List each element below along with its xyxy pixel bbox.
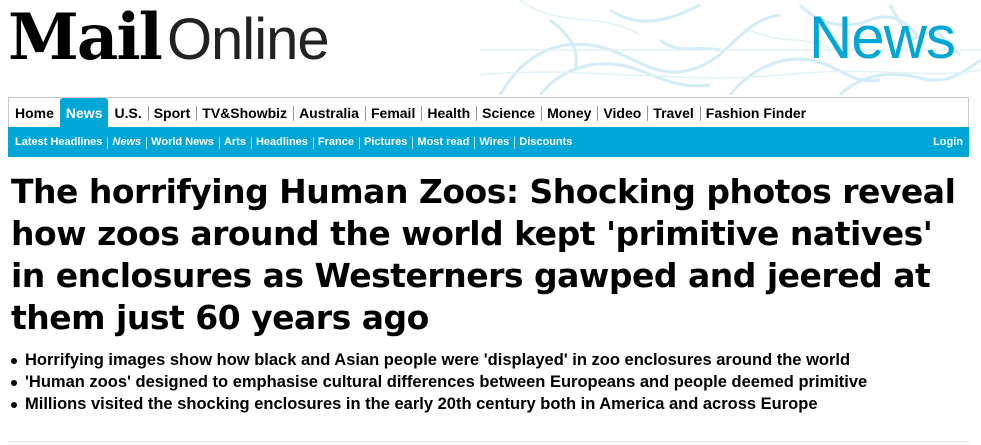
nav-item-science[interactable]: Science xyxy=(476,98,541,127)
subnav-item-news[interactable]: News xyxy=(107,136,146,149)
article-summary-bullets: Horrifying images show how black and Asi… xyxy=(8,350,978,416)
nav-item-home[interactable]: Home xyxy=(15,104,54,121)
subnav-item-headlines[interactable]: Headlines xyxy=(250,136,313,149)
logo-online-wordmark: Online xyxy=(166,7,330,72)
summary-bullet: Millions visited the shocking enclosures… xyxy=(8,394,978,416)
logo-mail-wordmark: Mail xyxy=(8,0,163,75)
primary-nav: Home News U.S. Sport TV&Showbiz Australi… xyxy=(8,97,969,127)
subnav-item-wires[interactable]: Wires xyxy=(474,136,514,149)
subnav-item-france[interactable]: France xyxy=(312,136,359,149)
nav-item-news[interactable]: News xyxy=(59,98,109,127)
summary-bullet: Horrifying images show how black and Asi… xyxy=(8,350,978,372)
subnav-item-arts[interactable]: Arts xyxy=(218,136,251,149)
subnav-item-discounts[interactable]: Discounts xyxy=(514,136,577,149)
nav-item-femail[interactable]: Femail xyxy=(364,98,421,127)
nav-item-video[interactable]: Video xyxy=(597,98,647,127)
login-link[interactable]: Login xyxy=(933,136,963,148)
masthead: Mail Online News xyxy=(0,0,981,95)
article-headline: The horrifying Human Zoos: Shocking phot… xyxy=(11,172,956,337)
nav-item-fashion-finder[interactable]: Fashion Finder xyxy=(699,98,812,127)
nav-item-tv-showbiz[interactable]: TV&Showbiz xyxy=(196,98,293,127)
subnav-item-latest-headlines[interactable]: Latest Headlines xyxy=(15,136,103,148)
nav-item-us[interactable]: U.S. xyxy=(114,104,142,121)
nav-item-health[interactable]: Health xyxy=(421,98,476,127)
nav-item-sport[interactable]: Sport xyxy=(147,98,197,127)
mailonline-logo[interactable]: Mail Online xyxy=(8,0,330,76)
subnav-item-most-read[interactable]: Most read xyxy=(412,136,474,149)
masthead-decorative-pattern xyxy=(480,0,981,95)
section-title[interactable]: News xyxy=(808,4,956,71)
nav-item-travel[interactable]: Travel xyxy=(647,98,699,127)
nav-item-money[interactable]: Money xyxy=(541,98,597,127)
nav-item-australia[interactable]: Australia xyxy=(293,98,365,127)
subnav-item-world-news[interactable]: World News xyxy=(146,136,219,149)
divider xyxy=(8,441,969,442)
summary-bullet: 'Human zoos' designed to emphasise cultu… xyxy=(8,372,978,394)
secondary-nav: Latest Headlines News World News Arts He… xyxy=(8,127,969,157)
subnav-item-pictures[interactable]: Pictures xyxy=(359,136,412,149)
